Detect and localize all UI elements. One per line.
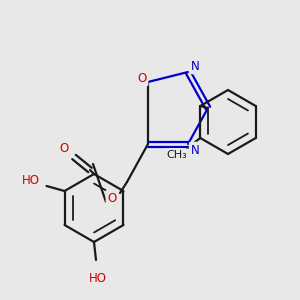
Text: HO: HO bbox=[22, 175, 40, 188]
Text: CH₃: CH₃ bbox=[166, 150, 187, 160]
Text: HO: HO bbox=[89, 272, 107, 284]
Text: O: O bbox=[107, 191, 117, 205]
Text: N: N bbox=[190, 59, 200, 73]
Text: N: N bbox=[190, 143, 200, 157]
Text: O: O bbox=[137, 71, 147, 85]
Text: O: O bbox=[59, 142, 69, 154]
